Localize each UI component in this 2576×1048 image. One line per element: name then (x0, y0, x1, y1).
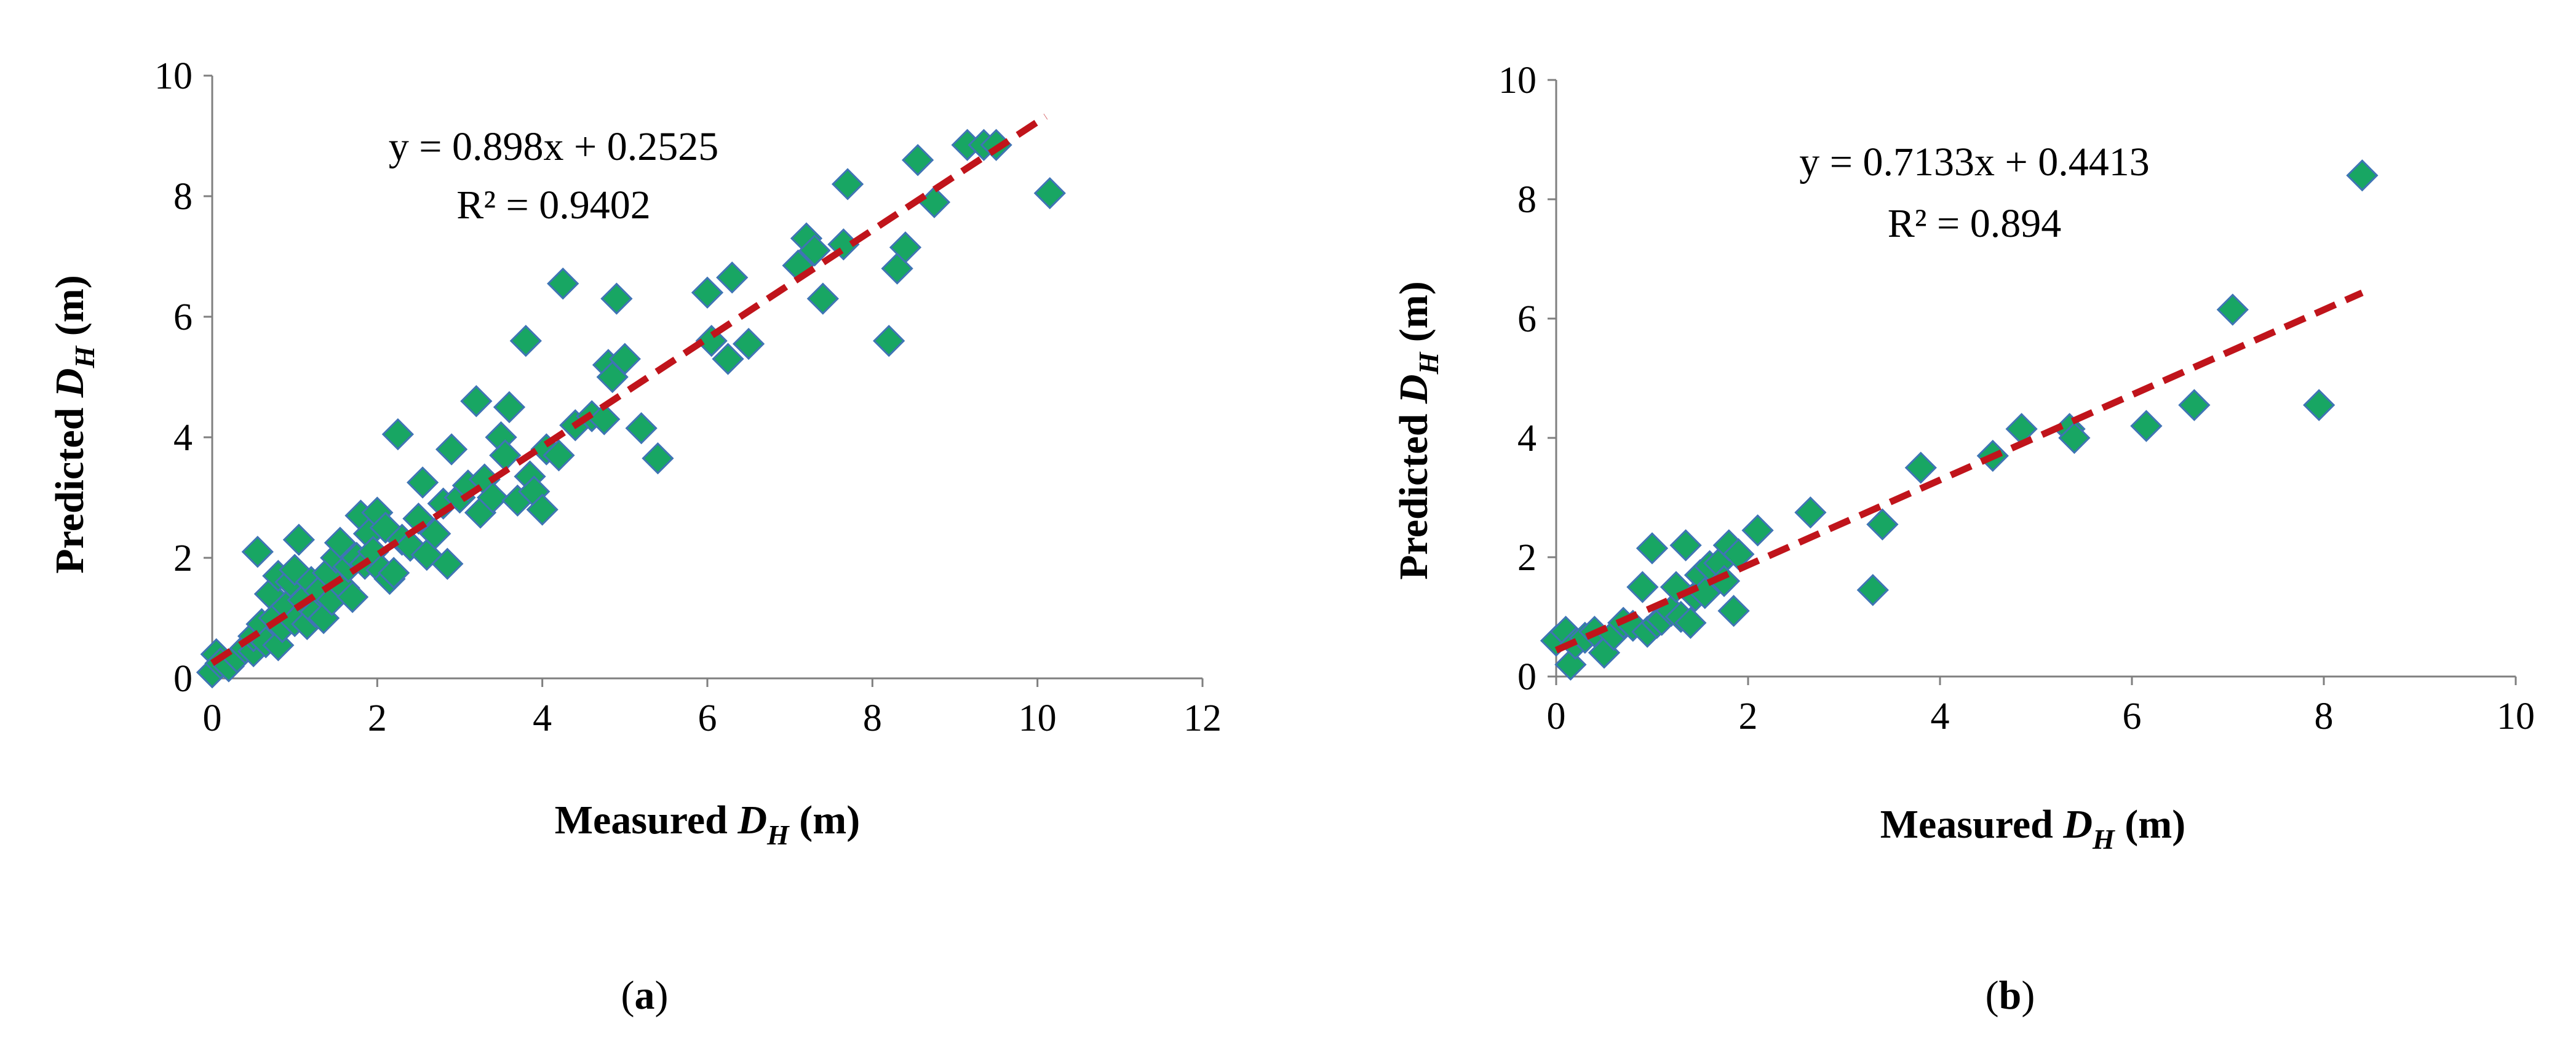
data-point-a (588, 403, 621, 435)
x-tick-label-a: 4 (533, 697, 552, 739)
x-axis-label-b: Measured DH (m) (1880, 802, 2185, 855)
data-point-a (712, 343, 744, 375)
y-tick-label-a: 6 (173, 296, 193, 338)
data-point-b (1707, 565, 1741, 597)
data-point-a (918, 186, 951, 218)
y-axis-label-b: Predicted DH (m) (1391, 281, 1444, 579)
data-point-a (282, 523, 315, 556)
data-point-a (798, 234, 831, 267)
y-tick-label-b: 2 (1517, 537, 1536, 579)
data-point-a (324, 526, 357, 559)
x-tick-label-b: 4 (1931, 696, 1950, 737)
y-tick-label-a: 0 (173, 658, 193, 700)
data-point-b (2005, 413, 2038, 445)
data-point-b (2216, 293, 2249, 326)
y-tick-label-a: 4 (173, 417, 193, 459)
data-point-a (381, 418, 414, 451)
y-tick-label-b: 10 (1498, 60, 1536, 101)
data-point-a (543, 439, 575, 472)
x-tick-label-b: 6 (2123, 696, 2142, 737)
x-tick-label-a: 2 (368, 697, 387, 739)
data-point-a (716, 261, 749, 294)
data-point-b (1904, 451, 1937, 484)
data-point-a (431, 547, 464, 580)
x-tick-label-a: 6 (698, 697, 717, 739)
data-point-a (509, 325, 542, 357)
data-point-a (642, 442, 674, 475)
trendline-equation-b: y = 0.7133x + 0.4413 (1799, 140, 2149, 185)
chart-a: y = 0.898x + 0.2525 R² = 0.9402 Measured… (47, 55, 1222, 1018)
trendline-b (1554, 289, 2364, 654)
data-point-a (691, 276, 724, 309)
data-point-a (336, 581, 369, 613)
data-point-a (526, 493, 559, 526)
data-point-b (1636, 532, 1669, 565)
x-tick-label-b: 10 (2497, 696, 2535, 737)
data-point-b (1554, 648, 1587, 681)
panel-caption-a: (a) (621, 973, 669, 1018)
x-tick-label-b: 8 (2315, 696, 2334, 737)
data-point-a (608, 343, 641, 375)
trendline-r2-a: R² = 0.9402 (456, 183, 651, 228)
x-axis-label-a: Measured DH (m) (555, 798, 860, 851)
data-point-a (407, 466, 439, 499)
y-axis-label-a: Predicted DH (m) (47, 275, 100, 573)
data-point-b (1674, 606, 1707, 639)
trendline-r2-b: R² = 0.894 (1888, 201, 2062, 246)
trendline-a (210, 113, 1048, 666)
panel-caption-b: (b) (1986, 973, 2035, 1018)
data-point-a (1033, 177, 1066, 210)
y-tick-label-b: 4 (1517, 418, 1536, 459)
chart-b: y = 0.7133x + 0.4413 R² = 0.894 Measured… (1391, 60, 2535, 1018)
data-point-a (419, 517, 451, 550)
data-point-a (873, 325, 905, 357)
data-point-b (1626, 571, 1659, 603)
data-point-a (547, 267, 579, 300)
data-point-b (2303, 389, 2335, 421)
data-point-a (831, 168, 864, 200)
trendline-equation-a: y = 0.898x + 0.2525 (389, 124, 718, 169)
x-tick-label-a: 10 (1019, 697, 1057, 739)
data-point-b (2058, 421, 2091, 455)
data-point-b (1794, 496, 1827, 529)
data-point-b (2130, 410, 2163, 442)
y-tick-label-b: 8 (1517, 179, 1536, 221)
data-point-a (732, 327, 765, 360)
data-point-b (1717, 595, 1750, 627)
data-point-a (477, 481, 509, 514)
x-tick-label-a: 0 (203, 697, 222, 739)
data-point-b (1866, 508, 1899, 541)
y-tick-label-a: 2 (173, 538, 193, 579)
data-point-a (493, 391, 526, 424)
x-tick-label-a: 8 (863, 697, 882, 739)
y-tick-label-b: 0 (1517, 656, 1536, 698)
data-point-b (1856, 574, 1889, 606)
data-point-a (902, 144, 934, 177)
data-point-a (460, 385, 493, 418)
y-tick-label-a: 8 (173, 176, 193, 218)
data-point-b (1741, 514, 1774, 547)
x-tick-label-a: 12 (1183, 697, 1222, 739)
data-point-a (241, 536, 274, 568)
data-point-b (2178, 389, 2211, 421)
data-point-b (2346, 159, 2379, 192)
y-tick-label-a: 10 (154, 55, 193, 97)
data-point-a (625, 412, 658, 445)
data-point-b (1669, 529, 1702, 562)
data-point-a (600, 282, 633, 315)
x-tick-label-b: 0 (1547, 696, 1566, 737)
data-point-a (435, 433, 468, 466)
data-point-a (806, 282, 839, 315)
data-point-a (889, 231, 922, 264)
y-tick-label-b: 6 (1517, 298, 1536, 340)
data-point-a (378, 557, 410, 589)
x-tick-label-b: 2 (1739, 696, 1758, 737)
